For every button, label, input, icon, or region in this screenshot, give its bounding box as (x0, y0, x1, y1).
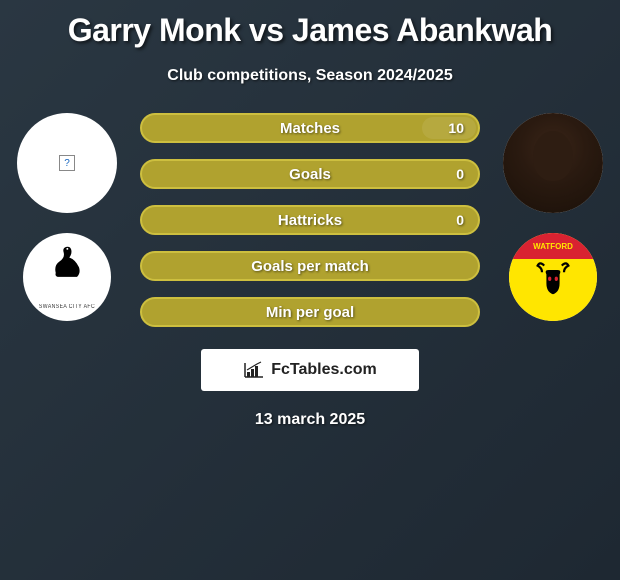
stat-label: Goals (142, 166, 478, 183)
footer-date: 13 march 2025 (0, 411, 620, 429)
subtitle: Club competitions, Season 2024/2025 (0, 67, 620, 85)
stat-value-right: 0 (456, 212, 464, 228)
club-right-name: WATFORD (509, 233, 597, 259)
club-right-badge: WATFORD (509, 233, 597, 321)
missing-image-icon: ? (59, 155, 75, 171)
stat-label: Goals per match (142, 258, 478, 275)
stat-bar: Min per goal (140, 297, 480, 327)
moose-icon (531, 259, 575, 303)
stat-value-right: 0 (456, 166, 464, 182)
stat-value-right: 10 (448, 120, 464, 136)
club-left-name: SWANSEA CITY AFC (30, 304, 105, 310)
stat-label: Hattricks (142, 212, 478, 229)
club-left-badge: SWANSEA CITY AFC (23, 233, 111, 321)
player-left-photo: ? (17, 113, 117, 213)
stat-bar: Hattricks0 (140, 205, 480, 235)
chart-icon (243, 361, 265, 379)
player-right-photo (503, 113, 603, 213)
left-player-column: ? SWANSEA CITY AFC (12, 113, 122, 321)
right-player-column: WATFORD (498, 113, 608, 321)
stat-bar: Goals0 (140, 159, 480, 189)
stats-column: Matches10Goals0Hattricks0Goals per match… (140, 113, 480, 327)
page-title: Garry Monk vs James Abankwah (0, 0, 620, 49)
brand-text: FcTables.com (271, 361, 377, 379)
stat-label: Min per goal (142, 304, 478, 321)
swan-icon (48, 244, 87, 283)
stat-label: Matches (142, 120, 478, 137)
brand-badge: FcTables.com (201, 349, 419, 391)
stat-bar: Goals per match (140, 251, 480, 281)
stat-bar: Matches10 (140, 113, 480, 143)
comparison-row: ? SWANSEA CITY AFC Matches10Goals0Hattri… (0, 113, 620, 327)
